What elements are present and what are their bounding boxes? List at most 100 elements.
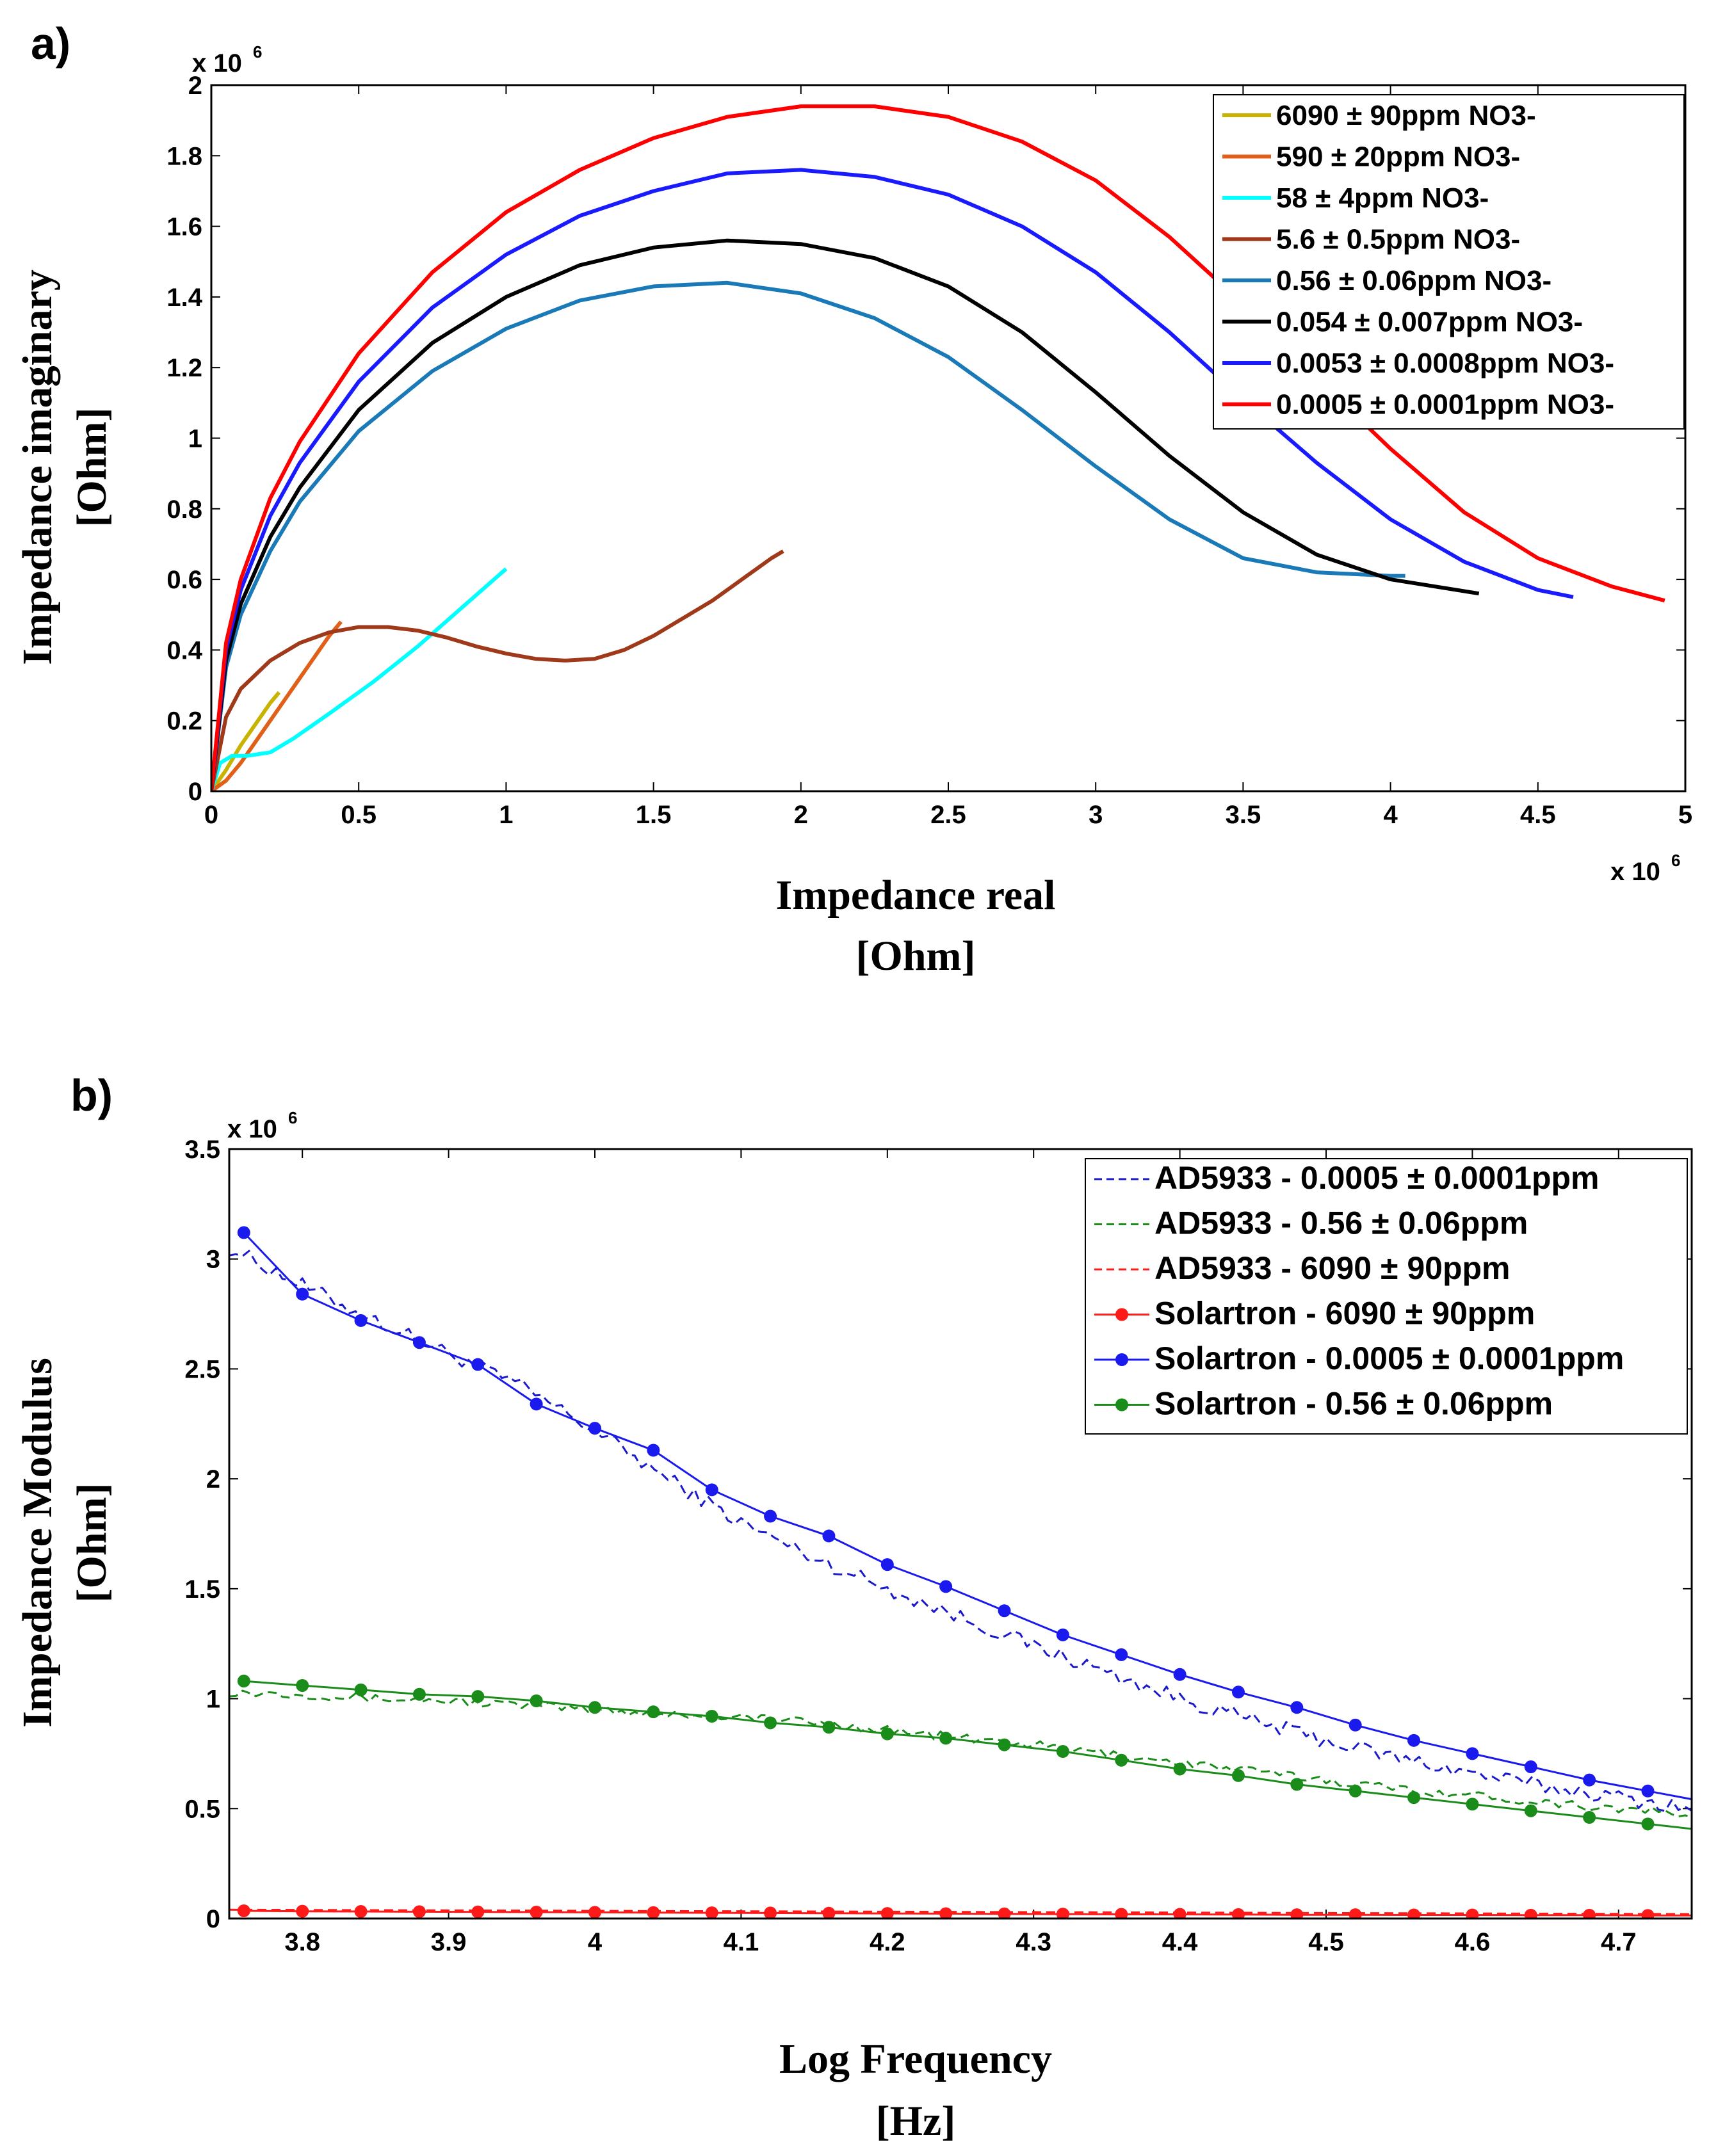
data-point <box>1466 1798 1479 1811</box>
panel-b-plot-area: 3.8 3.9 4 4.1 4.2 4.3 4.4 4.5 4.6 4.7 0 0.5 1 1.5 2 2.5… <box>184 1136 1693 1956</box>
y-tick-label: 0.2 <box>166 707 202 736</box>
x-tick-label: 4.5 <box>1308 1928 1344 1956</box>
x-tick-label: 3.5 <box>1226 801 1261 829</box>
data-point <box>1583 1773 1596 1787</box>
x-tick-label: 4.5 <box>1520 801 1556 829</box>
x-tick-label: 2.5 <box>930 801 966 829</box>
data-point <box>471 1905 485 1919</box>
series-group <box>229 1226 1692 1919</box>
x-tick-label: 0.5 <box>341 801 377 829</box>
y-tick-label: 0 <box>188 778 202 806</box>
data-point <box>880 1727 894 1741</box>
panel-b-x-label: Log Frequency <box>779 2036 1052 2082</box>
data-point <box>1056 1908 1069 1919</box>
y-tick-label: 1.2 <box>166 354 202 382</box>
legend-entry-3: Solartron - 6090 ± 90ppm <box>1154 1296 1535 1331</box>
data-point <box>705 1906 718 1919</box>
data-point <box>1641 1909 1655 1919</box>
series-line-3 <box>243 1910 1692 1917</box>
data-point <box>822 1529 836 1543</box>
x-tick-label: 5 <box>1678 801 1692 829</box>
data-point <box>1524 1908 1537 1919</box>
data-point <box>705 1483 718 1497</box>
data-point <box>1349 1908 1362 1919</box>
data-point <box>1524 1804 1537 1817</box>
legend-entry-7: 0.0005 ± 0.0001ppm NO3- <box>1276 389 1614 421</box>
legend-marker-4 <box>1115 1353 1128 1366</box>
data-point <box>412 1336 426 1349</box>
y-tick-label: 3.5 <box>184 1136 220 1164</box>
panel-a-y-multiplier-exp: 6 <box>253 42 262 61</box>
data-point <box>647 1444 660 1457</box>
data-point <box>1056 1628 1069 1641</box>
data-point <box>354 1314 368 1327</box>
data-point <box>1349 1784 1362 1798</box>
data-point <box>764 1716 777 1730</box>
data-point <box>880 1558 894 1572</box>
axes-frame <box>210 84 1687 792</box>
data-point <box>588 1701 601 1714</box>
legend-marker-5 <box>1115 1398 1128 1412</box>
data-point <box>1349 1718 1362 1732</box>
data-point <box>998 1907 1011 1919</box>
data-point <box>1290 1908 1304 1919</box>
series-line-6 <box>211 168 1574 791</box>
x-tick-label: 4.4 <box>1162 1928 1198 1956</box>
x-tick-label: 1.5 <box>636 801 672 829</box>
panel-b-x-unit: [Hz] <box>876 2098 956 2144</box>
data-point <box>1290 1778 1304 1791</box>
series-line-5 <box>243 1680 1692 1830</box>
panel-a-y-multiplier: x 10 <box>192 49 242 77</box>
data-point <box>647 1906 660 1919</box>
data-point <box>1407 1734 1421 1747</box>
data-point <box>296 1678 309 1692</box>
y-tick-label: 0.8 <box>166 495 202 524</box>
legend-entry-4: Solartron - 0.0005 ± 0.0001ppm <box>1154 1340 1624 1376</box>
y-tick-label: 1.5 <box>184 1575 220 1604</box>
data-point <box>880 1907 894 1919</box>
legend-entry-5: 0.054 ± 0.007ppm NO3- <box>1276 307 1583 338</box>
x-tick-label: 4.7 <box>1601 1928 1637 1956</box>
series-line-7 <box>211 104 1665 791</box>
legend-entry-1: 590 ± 20ppm NO3- <box>1276 141 1520 173</box>
panel-a-x-label: Impedance real <box>776 872 1056 919</box>
data-point <box>412 1905 426 1919</box>
legend-entry-0: 6090 ± 90ppm NO3- <box>1276 100 1536 131</box>
data-point <box>822 1906 836 1919</box>
x-tick-label: 4 <box>588 1928 603 1956</box>
data-point <box>939 1907 953 1919</box>
panel-b-y-unit: [Ohm] <box>69 1483 115 1603</box>
data-point <box>296 1904 309 1918</box>
axes-frame <box>228 1148 1693 1920</box>
panel-a-x-multiplier-exp: 6 <box>1671 851 1680 870</box>
data-point <box>1466 1747 1479 1760</box>
legend-entry-5: Solartron - 0.56 ± 0.06ppm <box>1154 1386 1553 1422</box>
panel-b-y-multiplier-exp: 6 <box>288 1108 297 1127</box>
legend-entry-1: AD5933 - 0.56 ± 0.06ppm <box>1154 1205 1528 1241</box>
y-tick-label: 0.5 <box>184 1795 220 1823</box>
series-line-5 <box>211 238 1480 791</box>
data-point <box>588 1422 601 1435</box>
data-point <box>1583 1908 1596 1919</box>
data-point <box>412 1687 426 1701</box>
data-point <box>588 1906 601 1919</box>
data-point <box>471 1358 485 1371</box>
x-tick-label: 4 <box>1383 801 1398 829</box>
x-tick-label: 4.6 <box>1455 1928 1491 1956</box>
y-tick-label: 1.4 <box>166 284 202 312</box>
data-point <box>296 1287 309 1301</box>
y-tick-label: 1 <box>206 1685 220 1714</box>
data-point <box>1115 1908 1128 1919</box>
legend-entry-3: 5.6 ± 0.5ppm NO3- <box>1276 224 1520 255</box>
data-point <box>1407 1908 1421 1919</box>
x-tick-label: 4.3 <box>1016 1928 1051 1956</box>
series-line-4 <box>211 280 1405 791</box>
data-point <box>822 1721 836 1734</box>
panel-b: b) 3.8 3.9 4 4.1 4.2 4.3 4.4 4.5 4.6 4.7 0 0.5 1 1.5 2… <box>14 1070 1693 2144</box>
y-tick-label: 0 <box>206 1905 220 1933</box>
x-tick-label: 3.9 <box>431 1928 467 1956</box>
legend-box <box>1085 1158 1688 1435</box>
legend-marker-3 <box>1115 1308 1128 1321</box>
data-point <box>998 1604 1011 1618</box>
panel-b-label: b) <box>70 1070 113 1120</box>
